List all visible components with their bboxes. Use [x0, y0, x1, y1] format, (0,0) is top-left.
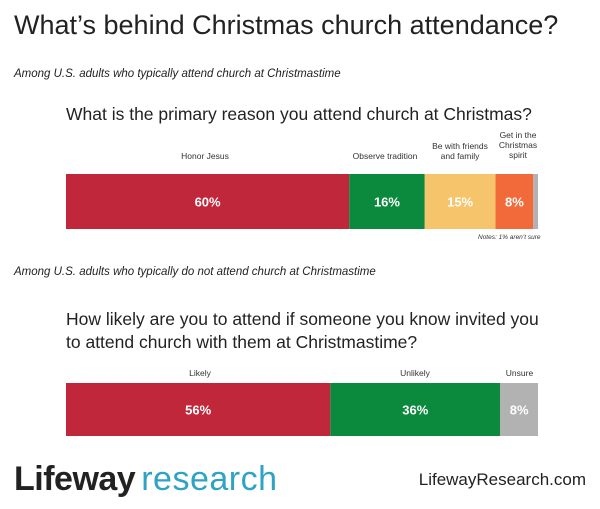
chart2-subtitle: Among U.S. adults who typically do not a…	[14, 266, 376, 278]
chart1-question: What is the primary reason you attend ch…	[66, 104, 532, 124]
chart1-subtitle: Among U.S. adults who typically attend c…	[14, 68, 341, 80]
chart2-question: How likely are you to attend if someone …	[66, 309, 539, 352]
bar-segment-not-sure	[533, 174, 538, 229]
bar-value-label-get-in-the-christmas-spirit: 8%	[505, 195, 524, 210]
logo-lifeway-text: Lifeway	[14, 460, 136, 498]
bar-value-label-be-with-friends-and-family: 15%	[447, 195, 473, 210]
bar-value-label-unlikely: 36%	[402, 403, 428, 418]
bar-segment-unlikely	[330, 383, 501, 436]
bar-value-label-honor-jesus: 60%	[195, 195, 221, 210]
chart2-category-label-unlikely: Unlikely	[400, 368, 430, 378]
chart2-stacked-bar: 56% 36% 8%	[66, 383, 538, 436]
website-link[interactable]: LifewayResearch.com	[418, 470, 586, 489]
page-title: What’s behind Christmas church attendanc…	[14, 10, 559, 40]
bar-value-label-likely: 56%	[185, 403, 211, 418]
bar-segment-get-in-the-christmas-spirit	[495, 174, 534, 229]
chart1-category-label-christmas-spirit: Get in the Christmas spirit	[498, 130, 538, 160]
bar-value-label-unsure: 8%	[510, 403, 529, 418]
bar-segment-be-with-friends-and-family	[424, 174, 496, 229]
logo-research-text: research	[141, 460, 278, 498]
chart2-category-label-likely: Likely	[189, 368, 211, 378]
chart1-note: Notes: 1% aren’t sure	[478, 234, 541, 241]
bar-segment-likely	[66, 383, 331, 436]
bar-segment-observe-tradition	[349, 174, 425, 229]
bar-segment-unsure	[500, 383, 538, 436]
bar-value-label-observe-tradition: 16%	[374, 195, 400, 210]
chart2-category-label-unsure: Unsure	[505, 368, 534, 378]
chart1-stacked-bar: 60% 16% 15% 8%	[66, 174, 538, 229]
chart1-category-label-observe-tradition: Observe tradition	[352, 151, 418, 161]
bar-segment-honor-jesus	[66, 174, 350, 229]
chart1-category-label-friends-family: Be with friends and family	[432, 141, 488, 161]
lifeway-research-logo: Lifeway research	[14, 460, 278, 499]
chart1-category-label-honor-jesus: Honor Jesus	[181, 151, 229, 161]
